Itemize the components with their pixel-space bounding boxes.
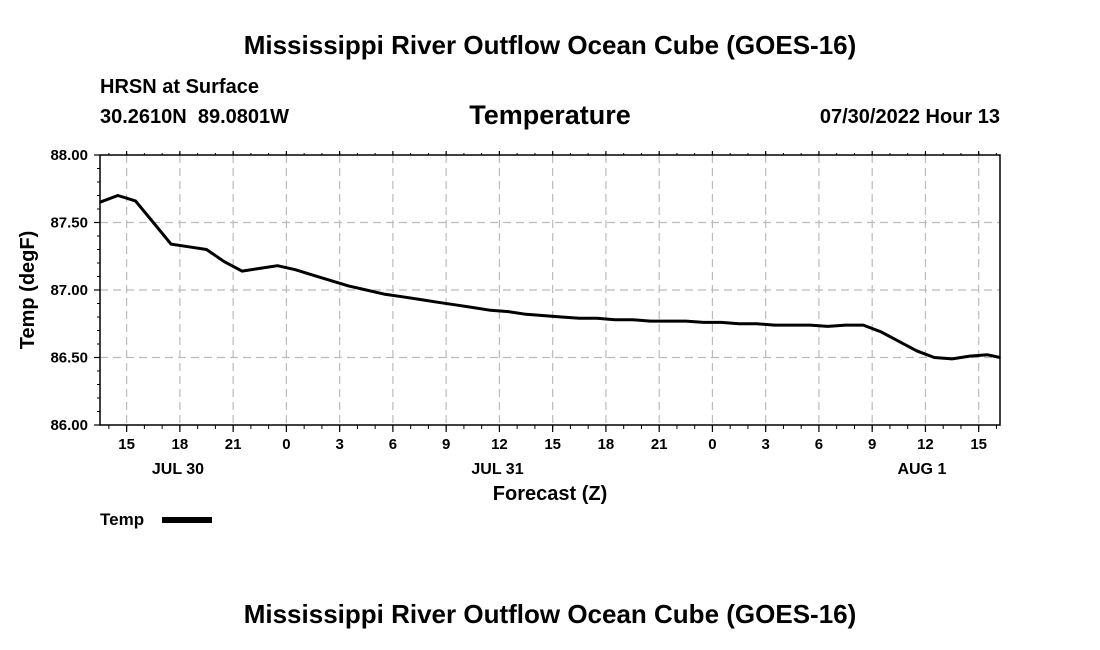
series-layer xyxy=(99,194,1001,361)
plot-frame xyxy=(99,154,1001,426)
station-name: HRSN at Surface xyxy=(100,76,259,98)
x-tick-label: 15 xyxy=(970,436,987,453)
station-coords: 30.2610N 89.0801W xyxy=(100,106,290,128)
data-point xyxy=(809,324,811,326)
data-point xyxy=(631,318,634,321)
data-point xyxy=(933,356,936,359)
data-point xyxy=(472,306,474,309)
data-point xyxy=(986,354,989,356)
y-tick-label: 86.00 xyxy=(50,417,88,434)
data-point xyxy=(223,260,226,263)
data-point xyxy=(365,289,368,291)
data-point xyxy=(543,314,545,317)
data-point xyxy=(152,221,155,224)
x-tick-label: 0 xyxy=(282,436,290,453)
variable-title: Temperature xyxy=(469,100,631,130)
data-point xyxy=(999,356,1001,359)
data-point xyxy=(241,270,243,272)
data-point xyxy=(827,325,829,328)
y-tick-label: 86.50 xyxy=(50,350,88,367)
data-point xyxy=(347,285,350,287)
data-point xyxy=(720,321,723,324)
data-point xyxy=(702,321,705,324)
x-tick-label: 6 xyxy=(389,436,397,453)
data-point xyxy=(844,324,847,326)
data-point xyxy=(596,317,598,320)
data-point xyxy=(294,268,297,271)
data-point xyxy=(418,298,421,301)
legend-label-temp: Temp xyxy=(100,510,144,529)
data-point xyxy=(915,350,918,352)
grid-lines xyxy=(100,155,1000,425)
data-point xyxy=(898,340,900,343)
x-tick-label: 6 xyxy=(815,436,823,453)
data-point xyxy=(276,264,279,267)
data-point xyxy=(134,200,137,202)
data-point xyxy=(791,324,794,326)
data-point xyxy=(649,320,652,322)
x-tick-label: 3 xyxy=(335,436,343,453)
data-point xyxy=(951,358,953,360)
data-point xyxy=(259,267,261,270)
x-tick-label: 18 xyxy=(172,436,189,453)
x-date-label: JUL 31 xyxy=(471,461,523,478)
data-point xyxy=(401,295,403,298)
x-date-label: JUL 30 xyxy=(152,461,204,478)
data-point xyxy=(205,248,208,251)
data-point xyxy=(560,316,563,318)
data-point xyxy=(454,304,456,306)
axis-labels: 86.00 86.50 87.00 87.50 88.00 15 18 21 0 3 6 9 12 15 1… xyxy=(50,147,987,478)
data-point xyxy=(489,309,492,312)
x-tick-label: 12 xyxy=(917,436,934,453)
data-point xyxy=(685,320,687,322)
data-point xyxy=(188,246,190,248)
data-point xyxy=(756,323,758,325)
y-tick-label: 88.00 xyxy=(50,147,88,164)
x-tick-label: 3 xyxy=(762,436,770,453)
x-tick-label: 18 xyxy=(598,436,615,453)
x-tick-label: 9 xyxy=(868,436,876,453)
series-line-temp xyxy=(99,194,1001,361)
y-tick-label: 87.50 xyxy=(50,215,88,232)
data-point xyxy=(525,313,527,316)
data-point xyxy=(330,279,332,282)
data-point xyxy=(507,310,510,313)
legend: Temp xyxy=(100,510,212,529)
data-point xyxy=(312,274,314,277)
data-point xyxy=(773,324,776,326)
data-point xyxy=(880,331,882,333)
x-axis-label: Forecast (Z) xyxy=(493,483,607,505)
data-point xyxy=(383,293,385,295)
data-point xyxy=(170,243,172,245)
x-tick-label: 21 xyxy=(651,436,668,453)
x-tick-label: 12 xyxy=(491,436,508,453)
data-point xyxy=(969,355,971,357)
x-tick-label: 21 xyxy=(225,436,242,453)
data-point xyxy=(667,320,669,322)
x-tick-label: 15 xyxy=(544,436,561,453)
data-point xyxy=(436,301,439,304)
x-date-label: AUG 1 xyxy=(897,461,946,478)
x-tick-label: 9 xyxy=(442,436,450,453)
data-point xyxy=(117,194,119,197)
y-tick-label: 87.00 xyxy=(50,282,88,299)
data-point xyxy=(614,318,616,321)
footer-title: Mississippi River Outflow Ocean Cube (GO… xyxy=(243,599,857,629)
valid-time: 07/30/2022 Hour 13 xyxy=(819,106,1000,128)
data-point xyxy=(862,324,865,326)
axis-ticks xyxy=(94,151,997,432)
chart-title: Mississippi River Outflow Ocean Cube (GO… xyxy=(243,30,857,60)
data-point xyxy=(738,323,740,325)
x-tick-label: 0 xyxy=(708,436,716,453)
data-point xyxy=(578,317,581,320)
data-point xyxy=(99,201,101,203)
x-tick-label: 15 xyxy=(118,436,135,453)
y-axis-label: Temp (degF) xyxy=(17,231,39,350)
